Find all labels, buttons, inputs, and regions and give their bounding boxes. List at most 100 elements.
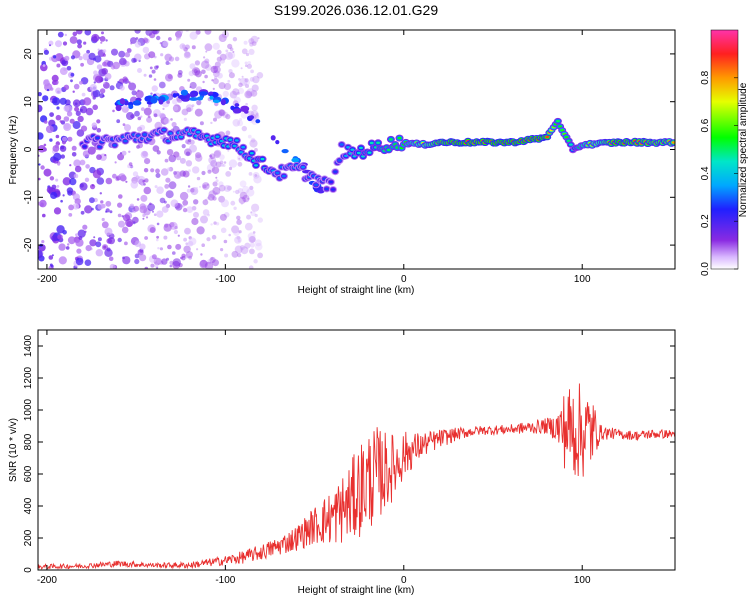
noise-blob — [107, 237, 115, 245]
noise-blob — [226, 185, 232, 191]
noise-blob — [146, 116, 153, 123]
y-tick-label: -10 — [23, 190, 34, 205]
noise-blob — [228, 159, 238, 168]
noise-blob — [96, 177, 105, 185]
noise-blob — [184, 227, 191, 235]
noise-blob — [201, 182, 210, 190]
noise-blob — [82, 224, 88, 230]
noise-blob — [118, 173, 126, 181]
noise-blob — [38, 250, 43, 259]
noise-blob — [183, 117, 187, 121]
noise-blob — [188, 169, 191, 173]
noise-blob — [168, 154, 177, 163]
noise-blob — [190, 188, 195, 193]
noise-blob — [169, 264, 173, 268]
noise-blob — [156, 210, 164, 218]
noise-blob — [158, 81, 166, 89]
noise-blob — [101, 221, 109, 229]
secondary-track-blob — [230, 105, 235, 111]
noise-blob — [122, 123, 126, 126]
noise-blob — [99, 93, 105, 99]
ridge-core — [136, 134, 141, 137]
noise-blob — [236, 219, 242, 225]
noise-blob — [134, 41, 141, 48]
noise-blob — [89, 197, 95, 204]
noise-blob — [211, 166, 220, 174]
noise-blob — [228, 72, 235, 79]
ridge-core — [376, 141, 381, 144]
noise-blob — [218, 195, 226, 203]
noise-blob — [165, 190, 174, 199]
noise-blob — [60, 154, 65, 159]
noise-blob — [134, 30, 141, 34]
noise-blob — [246, 188, 255, 197]
noise-blob — [202, 80, 205, 84]
ridge-core — [329, 180, 333, 184]
noise-blob — [142, 46, 150, 54]
secondary-track-blob — [144, 95, 153, 102]
snr-line — [38, 383, 675, 570]
noise-blob — [99, 192, 103, 195]
noise-blob — [234, 245, 243, 254]
noise-blob — [42, 64, 46, 67]
ridge-core — [568, 143, 573, 146]
noise-blob — [56, 63, 61, 68]
noise-blob — [232, 37, 238, 42]
secondary-track-blob — [281, 149, 289, 154]
secondary-track-blob — [190, 93, 196, 98]
noise-blob — [238, 157, 241, 160]
ridge-core — [369, 141, 374, 145]
noise-blob — [162, 107, 165, 110]
noise-blob — [214, 110, 223, 119]
noise-blob — [247, 61, 251, 65]
noise-blob — [77, 229, 86, 238]
noise-blob — [159, 112, 166, 119]
noise-blob — [201, 170, 206, 176]
noise-blob — [59, 97, 67, 105]
noise-blob — [57, 163, 61, 166]
noise-blob — [240, 246, 249, 255]
y-tick-label: 1400 — [23, 334, 34, 357]
noise-blob — [79, 159, 86, 166]
noise-blob — [203, 56, 206, 59]
noise-blob — [202, 184, 207, 189]
noise-blob — [248, 38, 255, 45]
noise-blob — [170, 199, 179, 208]
noise-blob — [38, 132, 44, 140]
noise-blob — [51, 184, 57, 190]
noise-blob — [236, 91, 240, 95]
noise-blob — [200, 215, 208, 224]
noise-blob — [229, 47, 234, 51]
noise-blob — [51, 235, 58, 242]
noise-blob — [100, 41, 103, 44]
noise-blob — [245, 91, 253, 98]
noise-blob — [84, 177, 90, 182]
secondary-track-blob — [234, 103, 240, 107]
noise-blob — [134, 253, 140, 259]
noise-blob — [193, 189, 197, 193]
y-tick-label: 10 — [23, 96, 34, 108]
secondary-track-blob — [128, 104, 134, 110]
x-tick-label: 0 — [401, 575, 407, 586]
ridge-core — [196, 131, 201, 134]
noise-blob — [81, 92, 86, 97]
ridge-core — [249, 152, 254, 155]
y-tick-label: -20 — [23, 237, 34, 252]
noise-blob — [109, 210, 113, 214]
noise-blob — [131, 165, 134, 169]
noise-blob — [42, 213, 46, 218]
noise-blob — [148, 74, 153, 78]
noise-blob — [58, 243, 66, 251]
noise-blob — [221, 199, 229, 208]
noise-blob — [117, 213, 122, 218]
noise-blob — [75, 233, 78, 237]
noise-blob — [248, 265, 254, 269]
noise-blob — [165, 73, 173, 82]
noise-blob — [164, 158, 169, 163]
noise-blob — [160, 53, 164, 57]
noise-blob — [201, 60, 210, 69]
noise-blob — [59, 145, 67, 152]
noise-blob — [95, 75, 103, 84]
noise-blob — [83, 41, 87, 45]
noise-blob — [246, 214, 252, 220]
